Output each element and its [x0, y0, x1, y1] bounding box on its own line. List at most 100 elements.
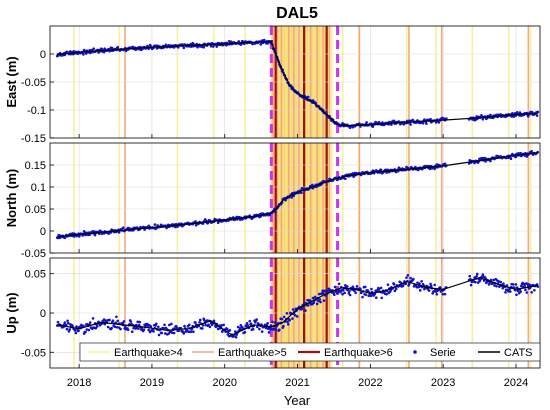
serie-point [489, 113, 492, 117]
serie-point [530, 290, 533, 294]
serie-point [138, 320, 142, 324]
serie-point [264, 326, 268, 330]
serie-point [73, 329, 77, 332]
serie-point [273, 321, 277, 324]
serie-point [484, 160, 487, 163]
serie-point [256, 325, 259, 329]
serie-point [93, 233, 97, 237]
serie-point [428, 167, 432, 171]
serie-point [355, 284, 359, 288]
serie-point [386, 283, 390, 286]
serie-point [274, 328, 278, 331]
serie-point [319, 300, 322, 304]
serie-point [533, 288, 536, 292]
serie-point [209, 44, 213, 48]
serie-point [354, 291, 357, 295]
serie-point [235, 333, 239, 336]
y-axis-label: North (m) [4, 169, 19, 228]
axes-box [49, 142, 541, 254]
serie-point [142, 328, 146, 331]
serie-point [519, 290, 522, 293]
serie-point [499, 280, 502, 284]
serie-point [418, 282, 421, 285]
serie-point [269, 324, 273, 327]
serie-point [246, 324, 250, 327]
serie-point [512, 115, 516, 118]
serie-point [237, 40, 241, 43]
serie-point [515, 286, 519, 289]
serie-point [441, 292, 445, 296]
serie-point [344, 283, 347, 287]
serie-point [370, 287, 373, 291]
serie-point [267, 331, 271, 334]
serie-point [107, 232, 111, 235]
serie-point [183, 324, 186, 328]
serie-point [157, 333, 161, 337]
serie-point [405, 276, 408, 279]
serie-point [312, 301, 316, 305]
serie-point [115, 325, 119, 329]
serie-point [239, 323, 243, 327]
serie-point [162, 326, 166, 330]
serie-point [394, 287, 398, 291]
serie-point [523, 284, 527, 288]
serie-point [511, 112, 514, 115]
serie-point [168, 323, 171, 327]
serie-point [187, 323, 191, 327]
serie-point [468, 159, 472, 162]
serie-point [347, 291, 351, 295]
serie-point [286, 320, 289, 324]
y-tick-label: 0.15 [25, 160, 46, 172]
y-tick-label: 0.05 [25, 269, 46, 281]
x-tick-label: 2021 [285, 377, 309, 389]
serie-point [336, 290, 340, 294]
x-tick-label: 2024 [504, 377, 528, 389]
serie-point [341, 292, 344, 296]
serie-point [137, 327, 140, 330]
legend-label: Earthquake>5 [218, 347, 287, 359]
serie-point [63, 321, 67, 324]
serie-point [56, 236, 60, 240]
serie-point [429, 284, 433, 288]
serie-point [468, 274, 472, 278]
serie-point [530, 150, 533, 153]
serie-point [137, 323, 141, 327]
serie-point [74, 331, 78, 335]
serie-point [361, 295, 364, 299]
serie-point [380, 296, 384, 300]
serie-point [136, 320, 140, 324]
serie-point [433, 167, 436, 171]
serie-point [351, 172, 355, 175]
serie-point [68, 328, 71, 331]
y-tick-label: 0.05 [25, 204, 46, 216]
serie-point [258, 327, 261, 331]
serie-point [517, 151, 520, 155]
serie-point [393, 289, 397, 293]
panel-1: -0.05 0 0.05 0.1 0.15 North (m) [4, 142, 541, 260]
serie-point [143, 228, 146, 231]
serie-point [160, 331, 164, 335]
serie-point [115, 315, 118, 319]
serie-point [154, 322, 158, 326]
serie-point [64, 323, 68, 327]
serie-point [87, 328, 91, 332]
serie-point [526, 115, 530, 118]
serie-point [364, 293, 368, 296]
serie-point [153, 223, 157, 226]
serie-point [525, 291, 529, 294]
serie-point [124, 325, 127, 329]
serie-point [416, 281, 419, 284]
serie-point [438, 286, 442, 289]
serie-point [365, 121, 368, 124]
serie-point [82, 324, 85, 328]
serie-point [245, 322, 249, 325]
serie-point [476, 272, 479, 276]
serie-point [504, 291, 507, 294]
serie-point [389, 288, 392, 292]
y-tick-label: -0.05 [21, 77, 46, 89]
serie-point [435, 292, 439, 296]
serie-point [231, 216, 235, 219]
serie-point [536, 110, 540, 114]
serie-point [116, 319, 120, 323]
legend-label: Serie [430, 347, 456, 359]
